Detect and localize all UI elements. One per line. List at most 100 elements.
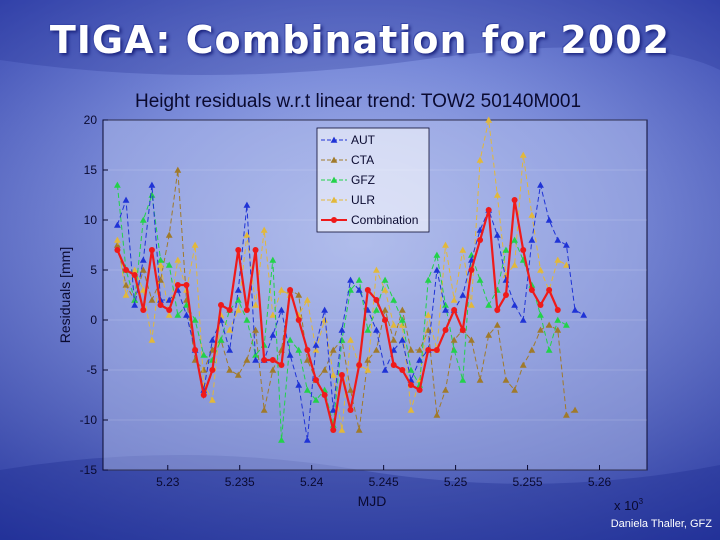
data-point xyxy=(442,327,449,333)
data-point xyxy=(157,261,164,268)
chart-title: Height residuals w.r.t linear trend: TOW… xyxy=(135,91,581,112)
data-point xyxy=(450,296,458,303)
data-point xyxy=(381,306,389,313)
data-point xyxy=(252,247,259,253)
data-point xyxy=(303,356,311,363)
legend-label: Combination xyxy=(351,213,418,227)
data-point xyxy=(554,256,562,263)
data-point xyxy=(502,376,510,383)
data-point xyxy=(571,406,579,413)
data-point xyxy=(148,296,156,303)
legend-label: ULR xyxy=(351,193,375,207)
data-point xyxy=(321,306,329,313)
data-point xyxy=(174,256,182,263)
data-point xyxy=(511,261,518,268)
data-point xyxy=(398,336,406,343)
data-point xyxy=(511,386,518,393)
data-point xyxy=(157,276,164,283)
data-point xyxy=(416,346,424,353)
data-point xyxy=(113,241,121,248)
data-point xyxy=(165,261,173,268)
data-point xyxy=(476,156,484,163)
data-point xyxy=(304,347,311,353)
data-point xyxy=(494,307,501,313)
data-point xyxy=(433,266,441,273)
data-point xyxy=(166,307,173,313)
data-point xyxy=(330,427,337,433)
data-point xyxy=(373,306,380,313)
legend-marker xyxy=(330,136,338,143)
data-point xyxy=(278,306,285,313)
data-point xyxy=(476,376,484,383)
data-point xyxy=(347,407,354,413)
data-point xyxy=(373,266,380,273)
data-point xyxy=(468,267,475,273)
data-point xyxy=(390,321,398,328)
data-point xyxy=(269,311,277,318)
data-point xyxy=(252,301,259,308)
data-point xyxy=(407,346,415,353)
data-point xyxy=(485,116,493,123)
data-point xyxy=(424,311,432,318)
data-point xyxy=(502,246,510,253)
data-point xyxy=(537,302,544,308)
legend-label: CTA xyxy=(351,153,374,167)
data-point xyxy=(278,436,285,443)
data-point xyxy=(528,211,536,218)
data-point xyxy=(381,366,389,373)
data-point xyxy=(269,256,277,263)
data-point xyxy=(113,221,121,228)
data-point xyxy=(459,291,467,298)
data-point xyxy=(235,247,242,253)
data-point xyxy=(477,237,484,243)
data-point xyxy=(226,346,234,353)
data-point xyxy=(312,396,320,403)
data-point xyxy=(519,316,527,323)
data-point xyxy=(528,287,535,293)
data-point xyxy=(174,311,182,318)
data-point xyxy=(252,351,259,358)
data-point xyxy=(200,351,208,358)
data-point xyxy=(208,336,216,343)
x-tick-label: 5.245 xyxy=(369,475,399,489)
data-point xyxy=(390,362,397,368)
data-point xyxy=(537,326,544,333)
data-point xyxy=(243,356,251,363)
data-point xyxy=(511,301,518,308)
data-point xyxy=(131,296,139,303)
data-point xyxy=(113,181,121,188)
x-axis-label: MJD xyxy=(358,493,387,509)
data-point xyxy=(399,367,406,373)
legend: AUT CTA GFZ ULR Combination xyxy=(316,127,430,233)
data-point xyxy=(537,311,544,318)
data-point xyxy=(381,286,389,293)
data-point xyxy=(519,151,527,158)
data-point xyxy=(209,367,216,373)
data-point xyxy=(165,296,173,303)
data-point xyxy=(451,307,458,313)
data-point xyxy=(554,307,561,313)
data-point xyxy=(200,392,207,398)
data-point xyxy=(329,371,337,378)
data-point xyxy=(295,381,303,388)
data-point xyxy=(546,287,553,293)
data-point xyxy=(287,287,294,293)
data-point xyxy=(234,371,242,378)
data-point xyxy=(545,216,553,223)
data-point xyxy=(165,311,173,318)
data-point xyxy=(554,326,562,333)
legend-marker xyxy=(331,217,337,223)
data-point xyxy=(364,366,372,373)
data-point xyxy=(398,306,406,313)
data-point xyxy=(450,336,458,343)
data-point xyxy=(511,197,518,203)
data-point xyxy=(433,251,441,258)
data-point xyxy=(183,311,190,318)
data-point xyxy=(580,311,588,318)
data-point xyxy=(373,346,380,353)
legend-label: GFZ xyxy=(351,173,375,187)
data-point xyxy=(226,326,234,333)
data-point xyxy=(183,282,190,288)
data-point xyxy=(139,266,147,273)
